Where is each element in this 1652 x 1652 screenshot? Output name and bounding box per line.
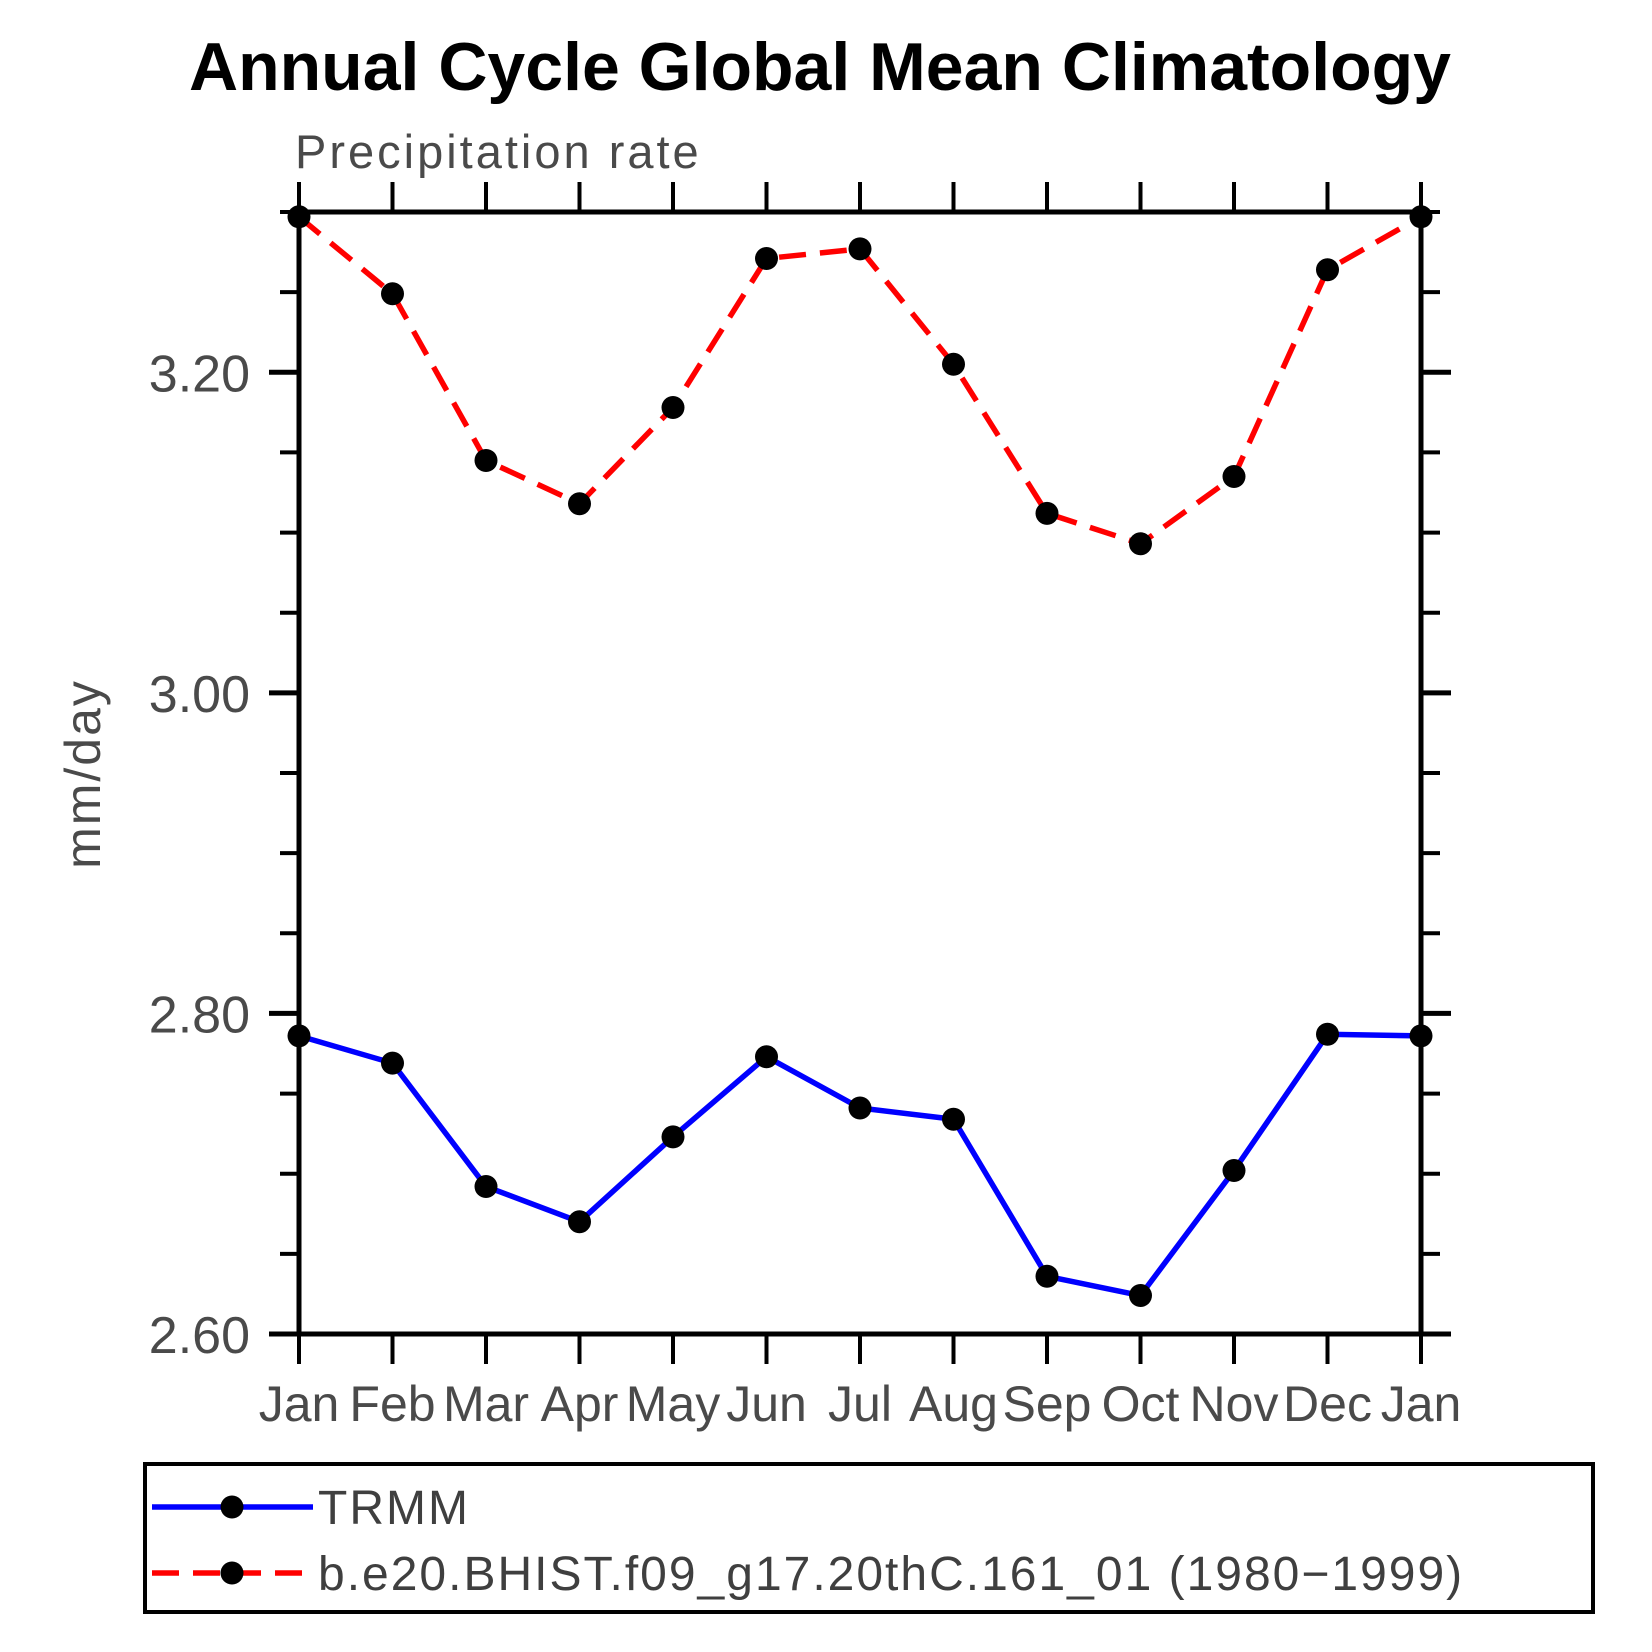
page-title: Annual Cycle Global Mean Climatology bbox=[189, 29, 1451, 105]
trmm-line bbox=[298, 1031, 1422, 1299]
model-data-point bbox=[1316, 258, 1339, 282]
model-data-point bbox=[1129, 532, 1152, 556]
x-tick-labels: Jan Feb Mar Apr May Jun Jul Aug Sep Oct Nov Dec Jan bbox=[259, 1376, 1462, 1432]
x-tick-label: Jan bbox=[1381, 1376, 1462, 1432]
model-data-point bbox=[287, 205, 311, 229]
model-data-point bbox=[381, 282, 404, 306]
y-tick-label: 2.80 bbox=[149, 986, 250, 1044]
trmm-data-point bbox=[568, 1210, 591, 1234]
y-axis-label: mm/day bbox=[55, 679, 111, 869]
x-tick-label: Jan bbox=[259, 1376, 340, 1432]
legend-label-trmm: TRMM bbox=[318, 1482, 470, 1535]
model-data-point bbox=[568, 492, 591, 516]
x-tick-label: Oct bbox=[1102, 1376, 1180, 1432]
legend: TRMM b.e20.BHIST.f09_g17.20thC.161_01 (1… bbox=[143, 1462, 1595, 1614]
legend-swatch-trmm-marker bbox=[220, 1495, 244, 1519]
model-data-point bbox=[661, 396, 685, 420]
model-data-point bbox=[1409, 205, 1433, 229]
model-data-point bbox=[848, 237, 872, 261]
trmm-data-point bbox=[1409, 1024, 1433, 1048]
trmm-data-point bbox=[1129, 1284, 1152, 1308]
x-tick-label: Apr bbox=[541, 1376, 619, 1432]
plot-frame bbox=[296, 209, 1424, 1337]
trmm-data-point bbox=[848, 1096, 872, 1120]
x-tick-label: Jul bbox=[828, 1376, 892, 1432]
y-tick-labels: 2.60 2.80 3.00 3.20 bbox=[149, 345, 250, 1365]
legend-box bbox=[143, 1462, 1595, 1614]
legend-swatch-model-marker bbox=[220, 1561, 244, 1585]
x-tick-label: Nov bbox=[1190, 1376, 1279, 1432]
trmm-data-point bbox=[661, 1125, 685, 1149]
model-data-point bbox=[474, 448, 498, 472]
model-data-point bbox=[942, 352, 965, 376]
x-tick-label: Mar bbox=[443, 1376, 529, 1432]
trmm-data-point bbox=[942, 1107, 965, 1131]
trmm-data-point bbox=[287, 1024, 311, 1048]
model-data-point bbox=[1222, 464, 1246, 488]
x-tick-label: Sep bbox=[1003, 1376, 1092, 1432]
x-tick-label: Aug bbox=[909, 1376, 998, 1432]
x-tick-label: Jun bbox=[726, 1376, 807, 1432]
trmm-data-point bbox=[381, 1051, 404, 1075]
trmm-data-point bbox=[755, 1045, 778, 1069]
trmm-data-point bbox=[1222, 1159, 1246, 1183]
x-tick-label: May bbox=[626, 1376, 720, 1432]
y-tick-label: 3.20 bbox=[149, 345, 250, 403]
y-tick-label: 2.60 bbox=[149, 1307, 250, 1365]
model-data-point bbox=[1035, 501, 1059, 525]
y-tick-label: 3.00 bbox=[149, 666, 250, 724]
trmm-data-point bbox=[1316, 1022, 1339, 1046]
axis-ticks bbox=[269, 182, 1451, 1364]
model-line bbox=[297, 214, 1423, 547]
chart-subtitle: Precipitation rate bbox=[295, 125, 702, 178]
x-tick-label: Dec bbox=[1283, 1376, 1372, 1432]
model-data-point bbox=[755, 246, 778, 270]
x-tick-label: Feb bbox=[349, 1376, 435, 1432]
legend-label-model: b.e20.BHIST.f09_g17.20thC.161_01 (1980−1… bbox=[318, 1548, 1464, 1601]
data-series bbox=[287, 205, 1433, 1308]
trmm-data-point bbox=[1035, 1264, 1059, 1288]
trmm-data-point bbox=[474, 1175, 498, 1199]
